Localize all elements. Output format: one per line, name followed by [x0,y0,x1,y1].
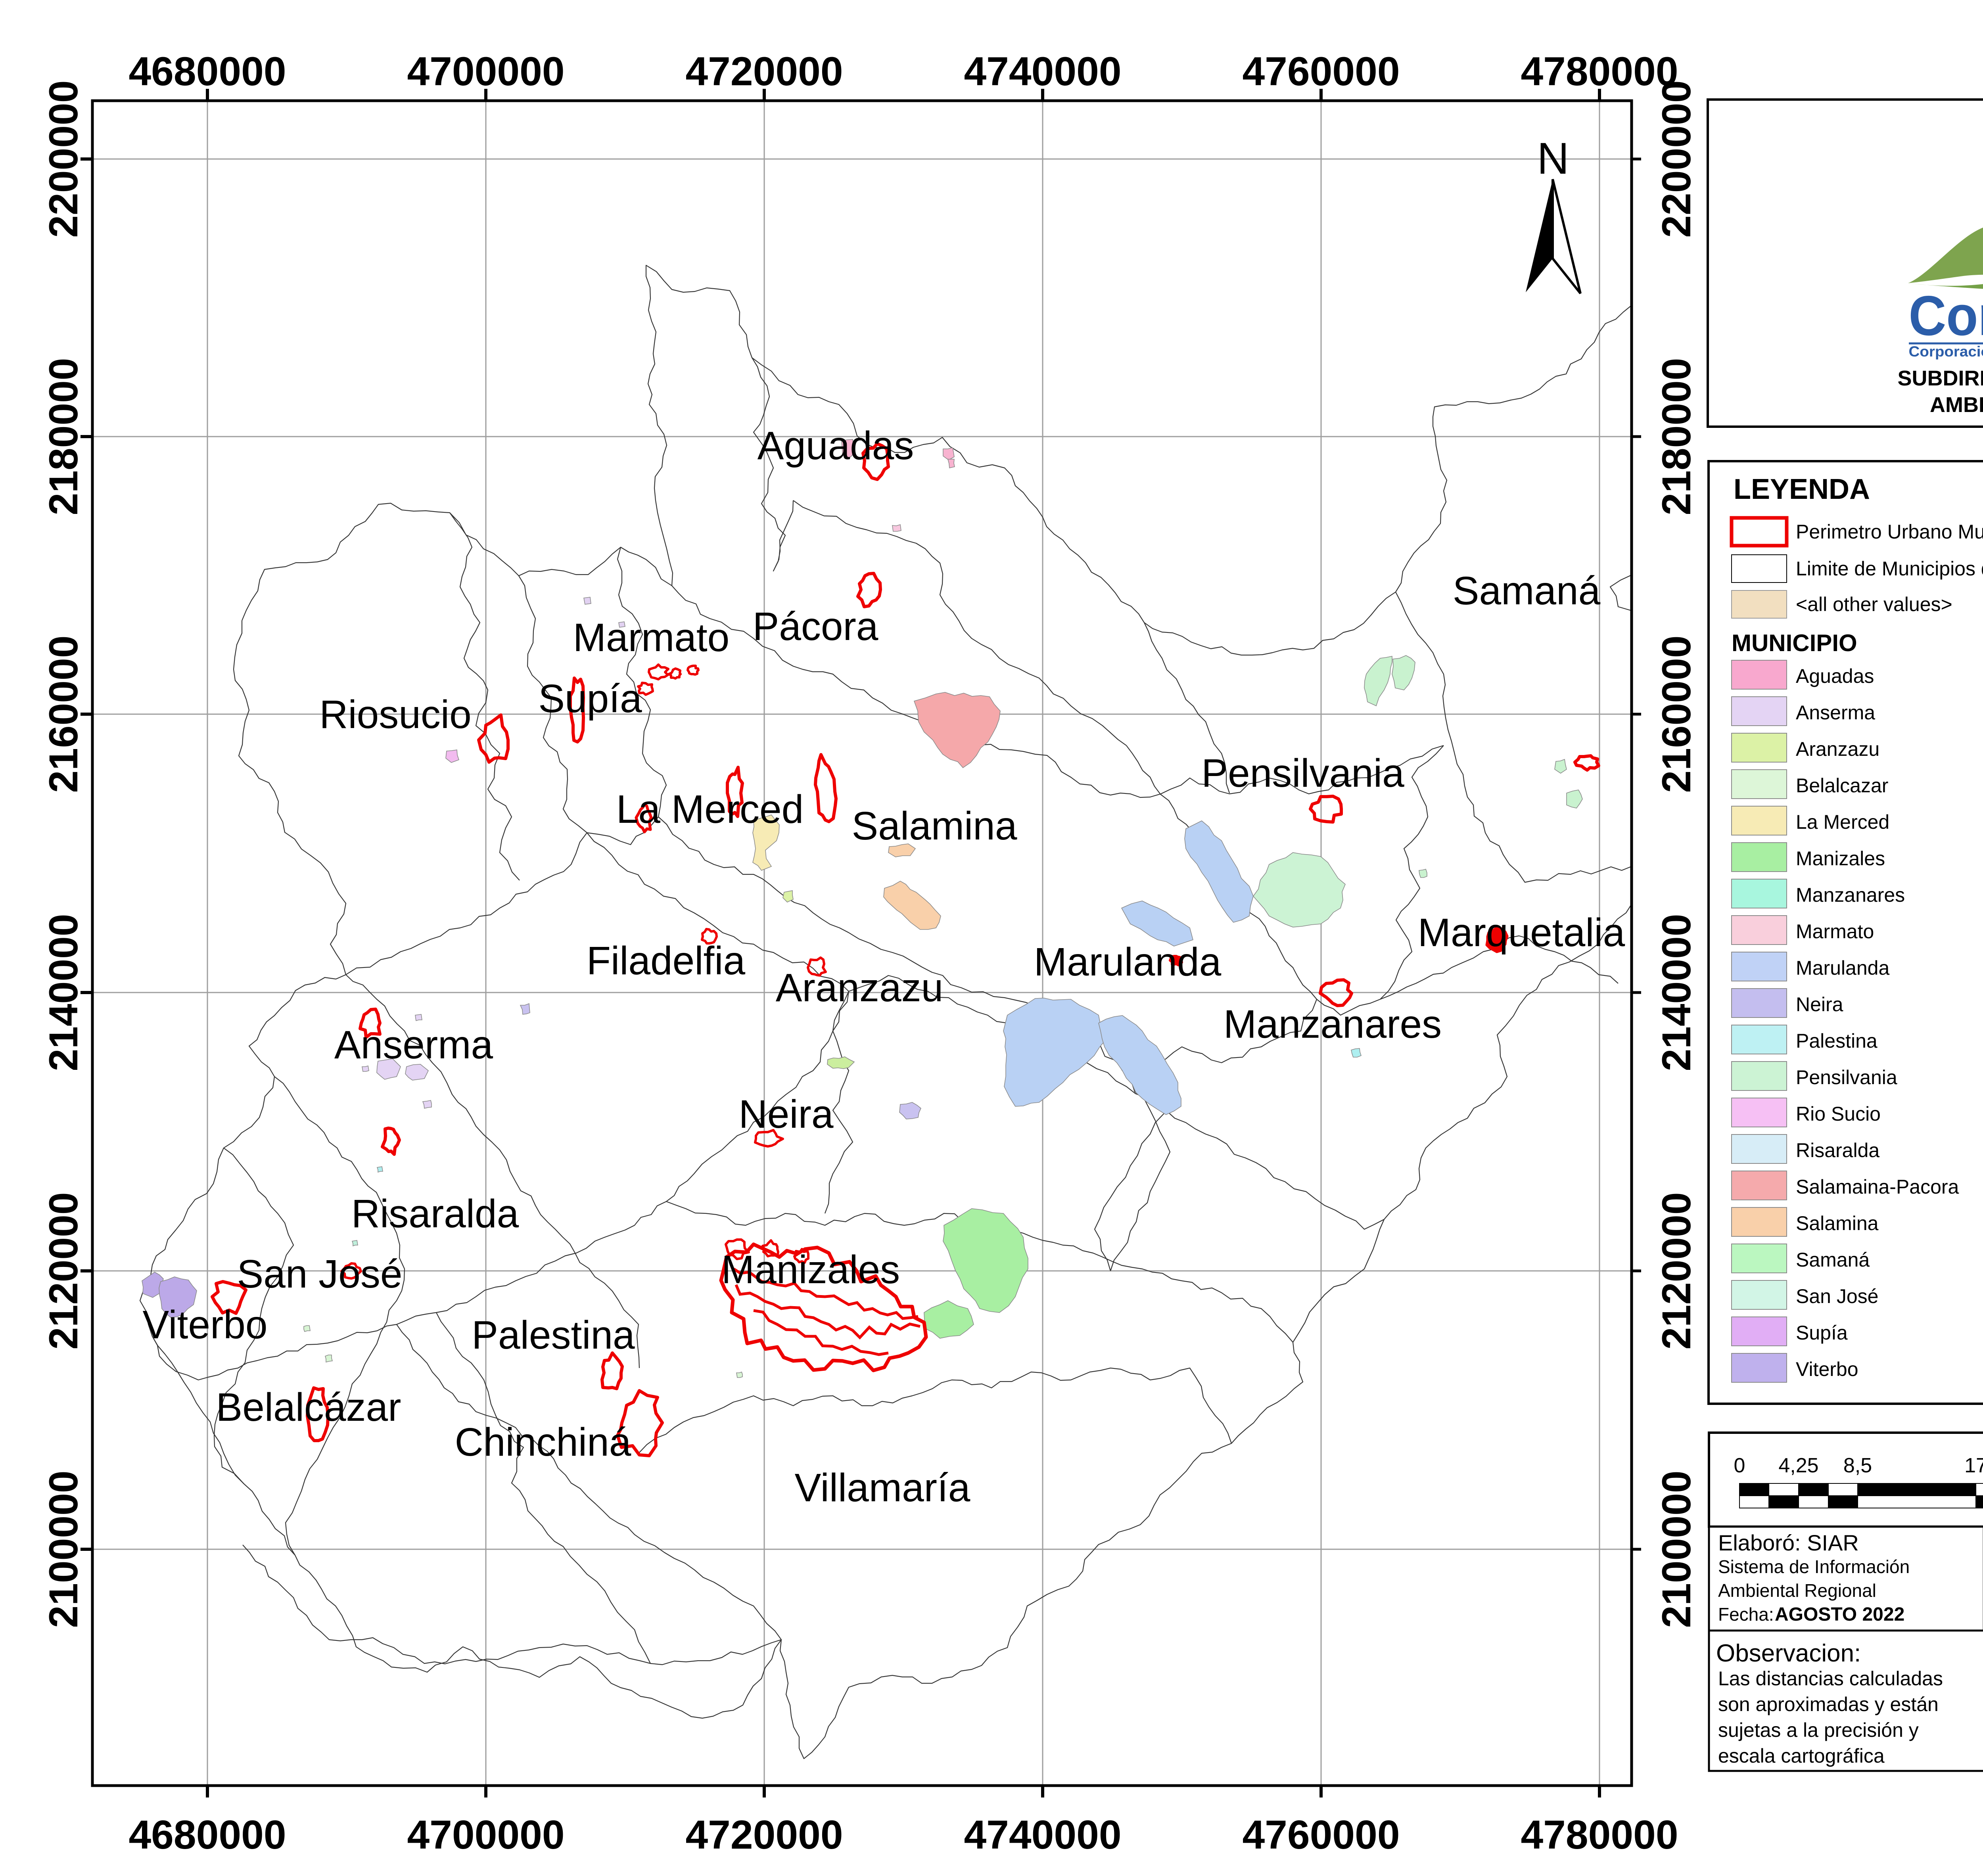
svg-text:Salamina: Salamina [852,804,1017,848]
svg-text:Salamaina-Pacora: Salamaina-Pacora [1796,1176,1959,1198]
svg-text:4780000: 4780000 [1521,49,1678,94]
svg-text:4680000: 4680000 [128,1812,286,1857]
svg-text:Manizales: Manizales [1796,847,1885,870]
svg-text:LEYENDA: LEYENDA [1734,473,1870,505]
svg-text:Palestina: Palestina [1796,1030,1878,1052]
svg-text:4,25: 4,25 [1778,1454,1818,1477]
svg-text:Corpocaldas: Corpocaldas [1909,284,1983,347]
svg-text:La Merced: La Merced [1796,811,1889,833]
svg-text:4760000: 4760000 [1242,1812,1400,1857]
svg-text:4700000: 4700000 [407,1812,564,1857]
svg-text:Riosucio: Riosucio [319,692,472,737]
svg-text:Manzanares: Manzanares [1796,884,1905,906]
svg-text:AGOSTO 2022: AGOSTO 2022 [1775,1604,1904,1625]
svg-text:Rio Sucio: Rio Sucio [1796,1103,1881,1125]
svg-text:4780000: 4780000 [1521,1812,1678,1857]
svg-text:Palestina: Palestina [472,1313,635,1357]
svg-text:Samaná: Samaná [1453,569,1601,613]
svg-text:4700000: 4700000 [407,49,564,94]
svg-text:sujetas a la precisión y: sujetas a la precisión y [1718,1719,1919,1741]
svg-text:Belalcázar: Belalcázar [216,1385,401,1430]
svg-text:8,5: 8,5 [1843,1454,1872,1477]
svg-text:Risaralda: Risaralda [351,1192,519,1236]
svg-text:Marquetalia: Marquetalia [1418,910,1625,955]
svg-text:2100000: 2100000 [1654,1470,1699,1628]
svg-text:Belalcazar: Belalcazar [1796,774,1888,797]
svg-text:Las distancias calculadas: Las distancias calculadas [1718,1667,1943,1690]
svg-text:AMBIENTAL DEL TERRITORIO: AMBIENTAL DEL TERRITORIO [1930,393,1983,417]
svg-text:2120000: 2120000 [41,1192,86,1349]
svg-text:Manzanares: Manzanares [1224,1002,1442,1046]
svg-text:Pensilvania: Pensilvania [1201,751,1404,795]
svg-text:2160000: 2160000 [41,635,86,793]
svg-text:Marulanda: Marulanda [1796,957,1889,979]
svg-text:<all other values>: <all other values> [1796,593,1952,615]
svg-text:4740000: 4740000 [964,49,1121,94]
svg-text:4720000: 4720000 [685,49,843,94]
svg-text:Viterbo: Viterbo [1796,1358,1858,1380]
svg-text:4680000: 4680000 [128,49,286,94]
svg-text:17: 17 [1964,1454,1983,1477]
svg-text:Limite de Municipios de Caldas: Limite de Municipios de Caldas [1796,558,1983,580]
svg-text:MUNICIPIO: MUNICIPIO [1732,630,1857,656]
svg-text:Observacion:: Observacion: [1716,1640,1861,1667]
svg-text:2100000: 2100000 [41,1470,86,1628]
svg-text:2180000: 2180000 [41,358,86,515]
svg-text:2140000: 2140000 [41,914,86,1071]
svg-text:escala cartográfica: escala cartográfica [1718,1745,1885,1767]
svg-text:Fecha:: Fecha: [1718,1604,1774,1625]
svg-text:4720000: 4720000 [685,1812,843,1857]
svg-text:Manizales: Manizales [721,1247,900,1292]
svg-text:Marmato: Marmato [1796,920,1874,943]
svg-text:Anserma: Anserma [1796,701,1875,724]
svg-text:Perimetro Urbano Municipios de: Perimetro Urbano Municipios de Caldas [1796,521,1983,543]
svg-text:Marmato: Marmato [573,615,730,660]
svg-text:2200000: 2200000 [1654,80,1699,238]
svg-text:Corporación Autónoma Regional: Corporación Autónoma Regional de Caldas [1909,343,1983,360]
svg-text:Neira: Neira [739,1092,834,1136]
svg-text:Aranzazu: Aranzazu [776,966,943,1010]
svg-text:Supía: Supía [538,676,642,721]
svg-text:2180000: 2180000 [1654,358,1699,515]
svg-text:San José: San José [1796,1285,1878,1307]
svg-text:San José: San José [237,1252,403,1296]
svg-text:2200000: 2200000 [41,80,86,238]
svg-text:Aguadas: Aguadas [758,423,914,468]
svg-text:Supía: Supía [1796,1322,1848,1344]
svg-text:Risaralda: Risaralda [1796,1139,1879,1161]
svg-text:Samaná: Samaná [1796,1249,1870,1271]
svg-text:N: N [1537,134,1569,183]
svg-text:4760000: 4760000 [1242,49,1400,94]
svg-text:Villamaría: Villamaría [795,1466,970,1510]
svg-text:Salamina: Salamina [1796,1212,1879,1234]
svg-text:Pensilvania: Pensilvania [1796,1066,1897,1088]
svg-text:2120000: 2120000 [1654,1192,1699,1349]
svg-text:Sistema de Información: Sistema de Información [1718,1556,1910,1577]
svg-text:0: 0 [1734,1454,1745,1477]
svg-text:SUBDIRECCIÓN DE PLANIFICACION: SUBDIRECCIÓN DE PLANIFICACION [1897,366,1983,390]
svg-text:Elaboró: SIAR: Elaboró: SIAR [1718,1530,1859,1555]
svg-text:son aproximadas y están: son aproximadas y están [1718,1693,1939,1715]
svg-text:Pácora: Pácora [753,604,878,649]
svg-text:Viterbo: Viterbo [142,1303,267,1347]
svg-text:Chinchiná: Chinchiná [455,1420,631,1464]
svg-text:2140000: 2140000 [1654,914,1699,1071]
svg-text:Ambiental Regional: Ambiental Regional [1718,1580,1876,1601]
svg-text:Filadelfia: Filadelfia [587,939,746,983]
svg-text:Neira: Neira [1796,993,1843,1016]
svg-text:Anserma: Anserma [334,1023,493,1067]
svg-text:Aguadas: Aguadas [1796,665,1874,687]
svg-text:2160000: 2160000 [1654,635,1699,793]
svg-text:Aranzazu: Aranzazu [1796,738,1879,760]
svg-text:La Merced: La Merced [616,787,804,832]
svg-text:Marulanda: Marulanda [1034,940,1222,984]
svg-text:4740000: 4740000 [964,1812,1121,1857]
